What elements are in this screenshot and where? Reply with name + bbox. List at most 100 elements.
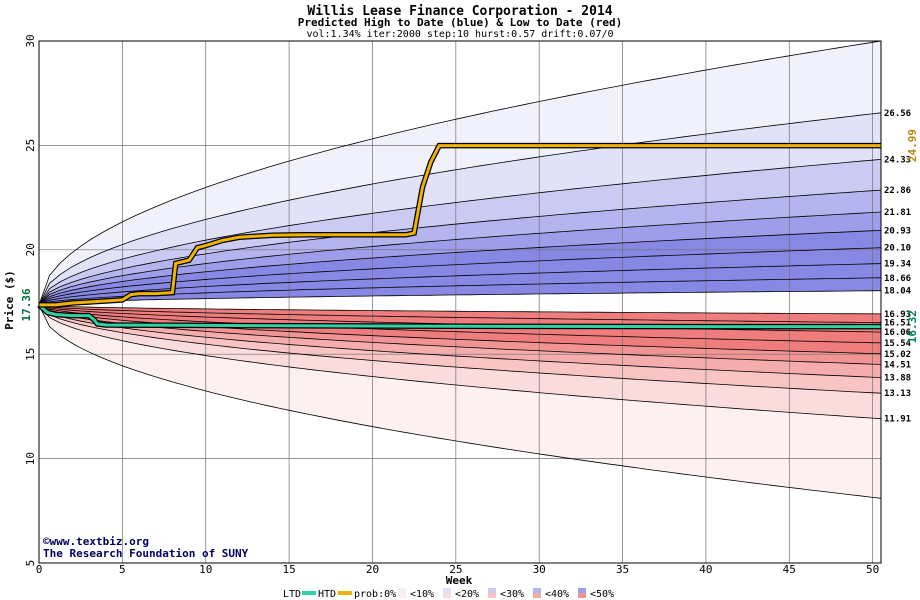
chart-title: Willis Lease Finance Corporation - 2014 <box>307 4 612 19</box>
high-contour-2 <box>38 159 882 306</box>
low-level-label-0: 11.91 <box>884 415 911 425</box>
low-contour-1 <box>38 304 882 420</box>
x-tick-label-30: 30 <box>533 563 546 576</box>
x-tick-label-0: 0 <box>36 563 43 576</box>
legend-band-2-blue <box>488 588 496 593</box>
x-tick-label-5: 5 <box>119 563 126 576</box>
low-band-8 <box>39 304 881 323</box>
high-level-label-0: 26.56 <box>884 109 911 119</box>
x-tick-label-25: 25 <box>449 563 462 576</box>
legend-ltd-swatch <box>302 591 316 595</box>
contour-lines <box>38 40 882 499</box>
high-band-8 <box>39 277 881 305</box>
legend-band-3-blue <box>533 588 541 593</box>
low-level-label-4: 15.02 <box>884 350 911 360</box>
high-level-label-1: 24.33 <box>884 155 911 165</box>
end-high-label: 24.99 <box>906 129 919 162</box>
y-tick-label-30: 30 <box>24 34 37 47</box>
low-level-label-8: 16.93 <box>884 310 911 320</box>
low-band-3 <box>39 304 881 378</box>
low-contour-0 <box>38 304 882 499</box>
legend-20-label: <20% <box>455 589 479 600</box>
y-tick-label-5: 5 <box>24 560 37 567</box>
low-contour-9 <box>38 304 882 315</box>
legend: LTD HTD prob:0% <10% <20% <30% <40% <50% <box>283 588 614 600</box>
legend-50-label: <50% <box>590 589 614 600</box>
legend-band-0-blue <box>398 588 406 593</box>
x-tick-label-10: 10 <box>199 563 212 576</box>
low-level-label-3: 14.51 <box>884 360 911 370</box>
probability-bands <box>39 41 881 563</box>
high-band-2 <box>39 159 881 305</box>
band-value-labels: 26.56 24.33 22.86 21.81 20.93 20.10 19.34 18.66… <box>884 109 912 425</box>
legend-prob-label: prob:0% <box>354 589 396 600</box>
high-level-label-8: 18.04 <box>884 287 912 297</box>
plot-frame <box>38 40 882 564</box>
legend-band-3-red <box>533 593 541 598</box>
low-level-label-1: 13.13 <box>884 389 911 399</box>
low-contour-6 <box>38 304 882 344</box>
high-band-4 <box>39 212 881 305</box>
low-level-label-7: 16.51 <box>884 319 911 329</box>
high-level-label-2: 22.86 <box>884 186 911 196</box>
y-tick-label-15: 15 <box>24 348 37 361</box>
high-band-0 <box>39 41 881 305</box>
high-contour-5 <box>38 230 882 306</box>
legend-band-1-blue <box>443 588 451 593</box>
high-band-5 <box>39 230 881 305</box>
x-tick-label-20: 20 <box>366 563 379 576</box>
low-band-1 <box>39 304 881 419</box>
low-band-0 <box>39 304 881 499</box>
start-price-label: 17.36 <box>20 288 33 321</box>
high-contour-8 <box>38 277 882 306</box>
high-band-1 <box>39 112 881 305</box>
end-low-label: 16.32 <box>906 310 919 343</box>
legend-band-0-red <box>398 593 406 598</box>
low-level-label-6: 16.06 <box>884 328 911 338</box>
series-lines <box>37 142 881 330</box>
x-tick-label-35: 35 <box>616 563 629 576</box>
high-contour-9 <box>38 290 882 306</box>
x-tick-label-15: 15 <box>282 563 295 576</box>
low-band-2 <box>39 304 881 394</box>
high-level-label-5: 20.10 <box>884 244 911 254</box>
x-tick-label-50: 50 <box>866 563 879 576</box>
legend-band-1-red <box>443 593 451 598</box>
high-band-6 <box>39 247 881 305</box>
high-contour-1 <box>38 112 882 306</box>
high-level-label-7: 18.66 <box>884 274 911 284</box>
high-band-3 <box>39 190 881 305</box>
low-contour-3 <box>38 304 882 378</box>
credit-foundation: The Research Foundation of SUNY <box>43 547 249 560</box>
y-tick-label-20: 20 <box>24 243 37 256</box>
x-axis-label: Week <box>446 574 473 587</box>
low-contour-4 <box>38 304 882 365</box>
low-contour-8 <box>38 304 882 324</box>
high-contour-0 <box>38 40 882 306</box>
high-contour-6 <box>38 247 882 306</box>
legend-band-2-red <box>488 593 496 598</box>
low-level-label-5: 15.54 <box>884 339 912 349</box>
legend-htd-swatch <box>338 591 352 595</box>
high-level-label-6: 19.34 <box>884 260 912 270</box>
high-contour-7 <box>38 263 882 306</box>
legend-htd-label: HTD <box>318 589 336 600</box>
high-level-label-3: 21.81 <box>884 208 911 218</box>
low-contour-2 <box>38 304 882 394</box>
y-tick-label-10: 10 <box>24 452 37 465</box>
x-tick-label-45: 45 <box>783 563 796 576</box>
x-tick-label-40: 40 <box>699 563 712 576</box>
high-level-label-4: 20.93 <box>884 226 911 236</box>
legend-band-4-blue <box>578 588 586 593</box>
y-tick-label-25: 25 <box>24 139 37 152</box>
high-band-7 <box>39 263 881 305</box>
chart-params: vol:1.34% iter:2000 step:10 hurst:0.57 d… <box>306 29 613 40</box>
legend-ltd-label: LTD <box>283 589 301 600</box>
low-level-label-2: 13.88 <box>884 374 911 384</box>
credit-website: ©www.textbiz.org <box>43 535 149 548</box>
legend-40-label: <40% <box>545 589 569 600</box>
chart-subtitle: Predicted High to Date (blue) & Low to D… <box>298 16 623 29</box>
y-axis-label: Price ($) <box>3 270 16 330</box>
